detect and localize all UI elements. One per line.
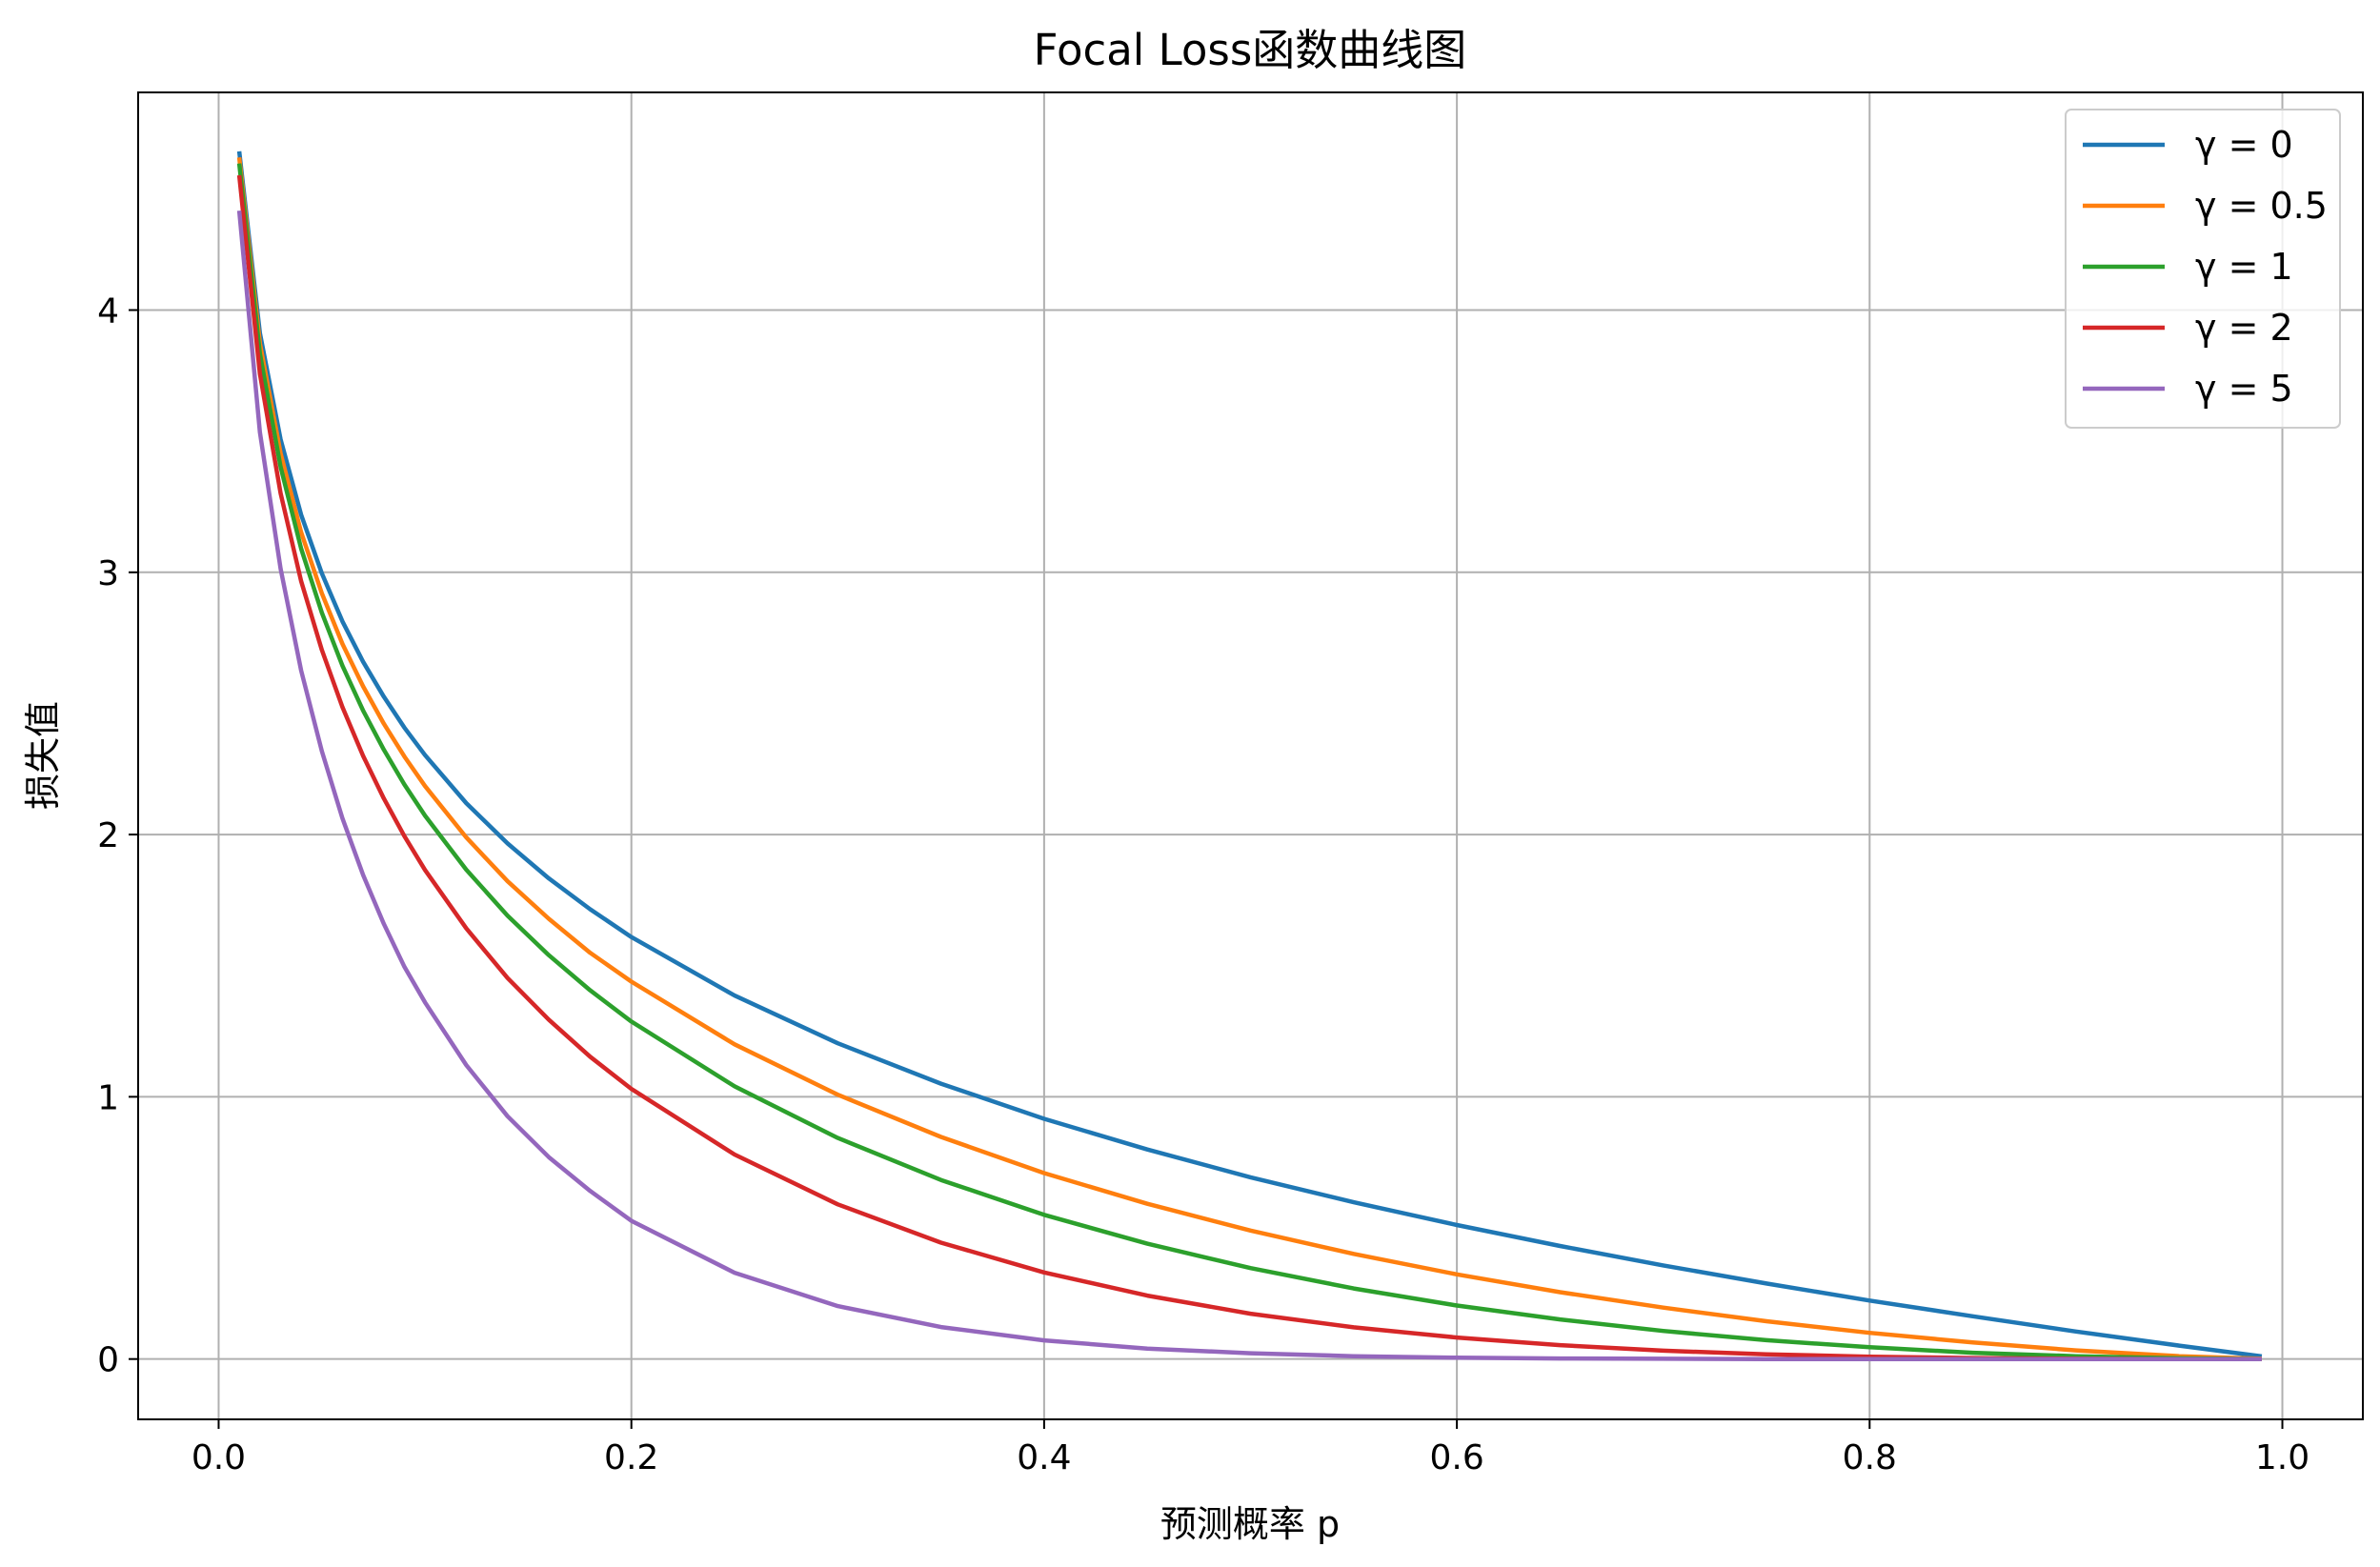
y-axis-title: 损失值 [22, 701, 64, 810]
y-tick-label: 3 [97, 554, 119, 593]
series-lines [236, 151, 2263, 1361]
legend-label-4: γ = 5 [2195, 368, 2293, 410]
x-tick-label: 0.2 [604, 1438, 658, 1477]
legend-label-1: γ = 0.5 [2195, 185, 2328, 227]
x-tick-label: 1.0 [2255, 1438, 2309, 1477]
plot-frame [137, 91, 2364, 1420]
y-tick-label: 4 [97, 291, 119, 331]
series-line-3 [236, 174, 2262, 1361]
axis-ticks: 0.0 0.2 0.4 0.6 0.8 1.0 0 1 2 3 4 [97, 291, 2309, 1477]
x-tick-label: 0.8 [1843, 1438, 1897, 1477]
legend-label-3: γ = 2 [2195, 307, 2293, 349]
y-tick-label: 0 [97, 1341, 119, 1380]
x-axis-title: 预测概率 p [1160, 1503, 1340, 1545]
plot-area-background [138, 92, 2363, 1419]
series-line-4 [236, 210, 2262, 1361]
series-line-1 [236, 157, 2262, 1361]
series-line-0 [236, 151, 2263, 1359]
legend-label-2: γ = 1 [2195, 246, 2293, 288]
chart-title: Focal Loss函数曲线图 [1034, 25, 1467, 75]
series-line-2 [236, 163, 2262, 1361]
legend-label-0: γ = 0 [2195, 124, 2293, 166]
legend-box [2065, 109, 2341, 429]
y-tick-label: 1 [97, 1078, 119, 1117]
legend: γ = 0 γ = 0.5 γ = 1 γ = 2 γ = 5 [2065, 109, 2341, 429]
x-tick-label: 0.4 [1017, 1438, 1071, 1477]
x-tick-label: 0.6 [1429, 1438, 1483, 1477]
y-tick-label: 2 [97, 816, 119, 855]
x-tick-label: 0.0 [192, 1438, 246, 1477]
